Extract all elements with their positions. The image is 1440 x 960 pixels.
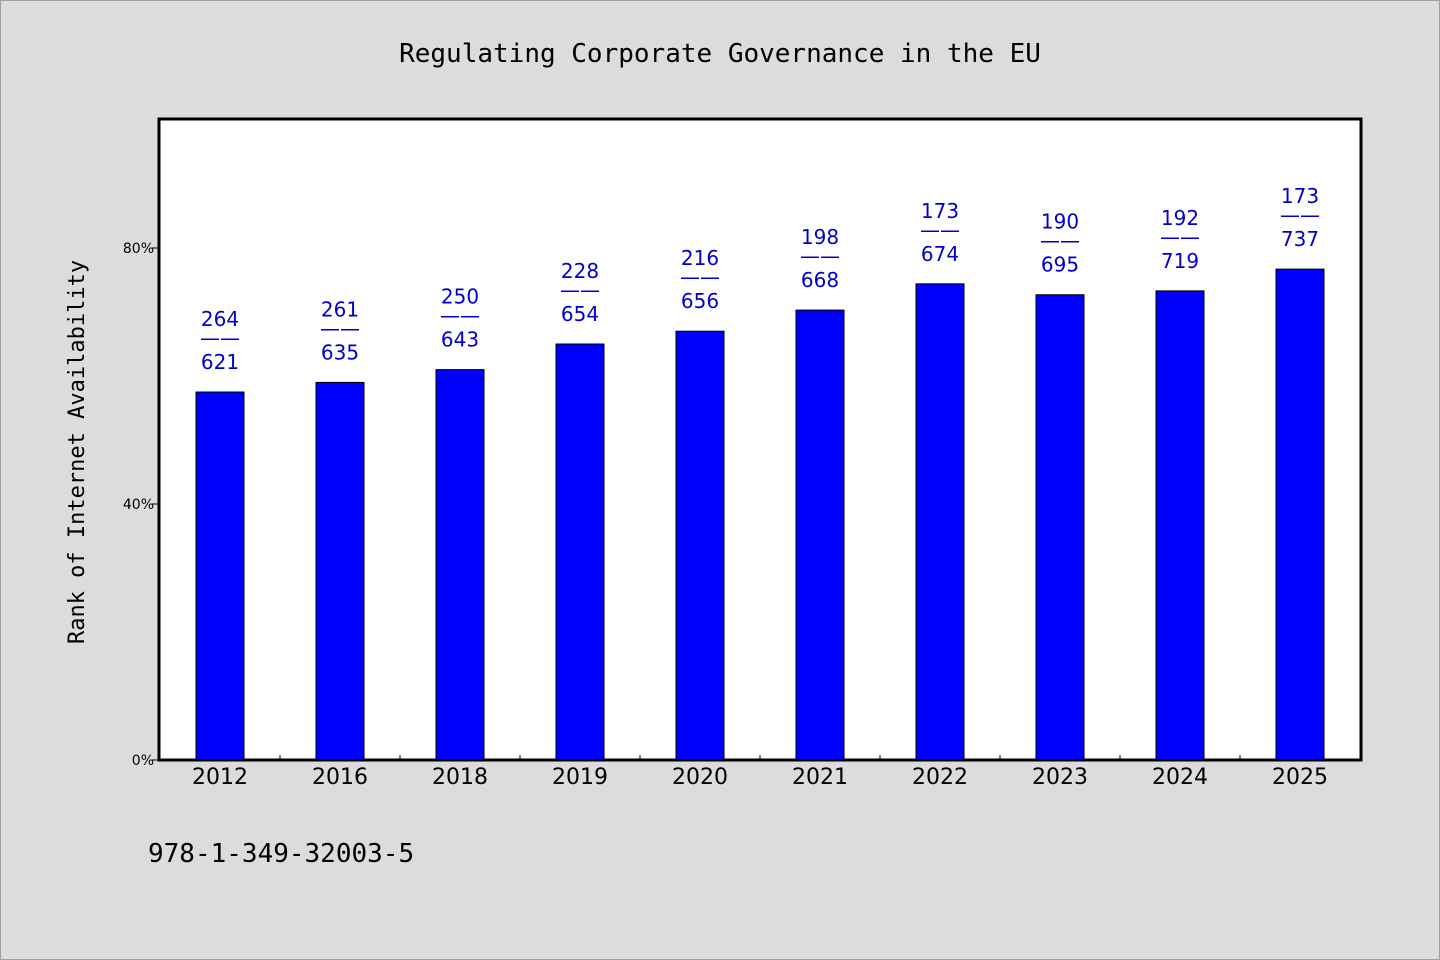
bar (1155, 290, 1205, 761)
x-tick-label: 2023 (1032, 765, 1088, 790)
bar-label-top: 173 (921, 199, 959, 223)
bar-label-separator: —— (680, 265, 720, 289)
bar-label-bottom: 635 (321, 340, 359, 364)
bar-label-bottom: 654 (561, 302, 599, 326)
bar (435, 369, 485, 761)
y-tick-label: 80% (123, 241, 154, 257)
bar (915, 283, 965, 761)
bar-label-separator: —— (1040, 229, 1080, 253)
bar-label-separator: —— (1160, 225, 1200, 249)
bar-label-bottom: 737 (1281, 227, 1319, 251)
bar-label-separator: —— (920, 218, 960, 242)
bar-label-top: 228 (561, 259, 599, 283)
bar-label-bottom: 656 (681, 289, 719, 313)
bar-label-separator: —— (800, 244, 840, 268)
bar-label-top: 264 (201, 307, 239, 331)
chart-title: Regulating Corporate Governance in the E… (399, 39, 1041, 69)
bar-label-top: 261 (321, 297, 359, 321)
bar-label-separator: —— (200, 326, 240, 350)
bar (675, 330, 725, 761)
bar-label-bottom: 668 (801, 268, 839, 292)
bar-label-separator: —— (560, 278, 600, 302)
x-tick-label: 2019 (552, 765, 608, 790)
x-tick-label: 2021 (792, 765, 848, 790)
bar-labels-group: 264——621261——635250——643228——654216——656… (200, 184, 1320, 374)
bar-label-top: 173 (1281, 184, 1319, 208)
bar (795, 309, 845, 761)
bar (315, 381, 365, 761)
bar (555, 343, 605, 761)
bar (1035, 294, 1085, 761)
bar-label-separator: —— (320, 316, 360, 340)
x-tick-label: 2025 (1272, 765, 1328, 790)
bar-label-top: 250 (441, 285, 479, 309)
y-tick-label: 0% (132, 753, 154, 769)
x-tick-label: 2024 (1152, 765, 1208, 790)
x-tick-label: 2022 (912, 765, 968, 790)
bar (1275, 268, 1325, 761)
x-tick-label: 2020 (672, 765, 728, 790)
x-tick-label: 2012 (192, 765, 248, 790)
bar-label-bottom: 674 (921, 242, 959, 266)
bar-label-bottom: 719 (1161, 249, 1199, 273)
x-tick-label: 2016 (312, 765, 368, 790)
bar-label-top: 216 (681, 246, 719, 270)
y-axis-label: Rank of Internet Availability (65, 260, 90, 644)
x-tick-label: 2018 (432, 765, 488, 790)
bars-group (195, 268, 1325, 761)
bar-label-bottom: 643 (441, 328, 479, 352)
bar-label-top: 190 (1041, 210, 1079, 234)
footer-code: 978-1-349-32003-5 (148, 839, 414, 869)
bar-label-bottom: 621 (201, 350, 239, 374)
bar-label-bottom: 695 (1041, 253, 1079, 277)
bar-label-top: 198 (801, 225, 839, 249)
bar-label-separator: —— (1280, 203, 1320, 227)
y-axis-ticks: 0% 40% 80% (123, 241, 160, 769)
y-tick-label: 40% (123, 497, 154, 513)
bar-label-separator: —— (440, 304, 480, 328)
bar-label-top: 192 (1161, 206, 1199, 230)
x-axis-ticks: 2012 2016 2018 2019 2020 2021 2022 2023 2024 2025 (192, 755, 1328, 790)
bar (195, 391, 245, 761)
